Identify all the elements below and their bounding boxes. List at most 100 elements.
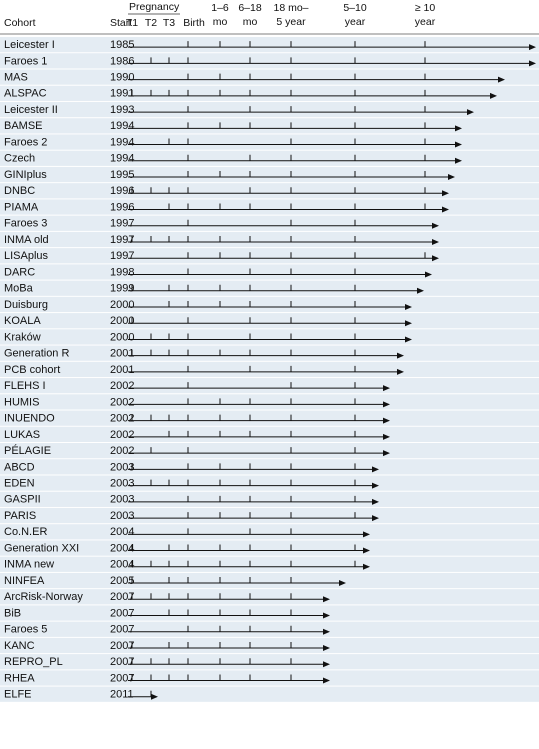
column-header: 6–18 xyxy=(238,2,262,14)
start-year: 1994 xyxy=(110,120,134,132)
arrowhead xyxy=(467,109,474,116)
row-band xyxy=(0,329,539,345)
column-header: T1 xyxy=(126,17,138,29)
arrowhead xyxy=(397,352,404,359)
arrowhead xyxy=(372,466,379,473)
row-band xyxy=(0,280,539,296)
start-year: 2002 xyxy=(110,396,134,408)
arrowhead xyxy=(323,645,330,651)
arrowhead xyxy=(383,417,390,424)
row-band xyxy=(0,491,539,507)
row-band xyxy=(0,53,539,69)
cohort-name: Leicester I xyxy=(4,39,55,51)
start-year: 2003 xyxy=(110,461,134,473)
arrowhead xyxy=(425,271,432,278)
row-band xyxy=(0,524,539,540)
start-year: 1997 xyxy=(110,218,134,230)
column-header: 18 mo– xyxy=(273,2,308,14)
cohort-name: Duisburg xyxy=(4,299,48,311)
cohort-name: MoBa xyxy=(4,283,34,295)
cohort-name: GINIplus xyxy=(4,169,47,181)
column-header: ≥ 10 xyxy=(415,2,436,14)
arrowhead xyxy=(363,531,370,538)
start-year: 1990 xyxy=(110,72,134,84)
arrowhead xyxy=(372,498,379,505)
row-band xyxy=(0,621,539,637)
row-band xyxy=(0,150,539,166)
arrowhead xyxy=(323,677,330,684)
header: Cohort Start Pregnancy T1 T2 T3 Birth 1–6 mo 6… xyxy=(0,1,539,35)
arrowhead xyxy=(448,174,455,181)
start-year: 2003 xyxy=(110,510,134,522)
row-band xyxy=(0,605,539,621)
arrowhead xyxy=(432,239,439,245)
row-band xyxy=(0,410,539,426)
cohort-name: Co.N.ER xyxy=(4,526,47,538)
arrowhead xyxy=(397,368,404,375)
cohort-name: DNBC xyxy=(4,185,35,197)
row-band xyxy=(0,313,539,329)
start-year: 2002 xyxy=(110,445,134,457)
cohort-name: ALSPAC xyxy=(4,88,47,100)
row-band xyxy=(0,540,539,556)
row-band xyxy=(0,378,539,394)
arrowhead xyxy=(323,628,330,635)
column-header: 1–6 xyxy=(211,2,229,14)
row-band xyxy=(0,183,539,199)
start-year: 2000 xyxy=(110,315,134,327)
arrowhead xyxy=(442,190,449,197)
row-band xyxy=(0,589,539,605)
cohort-name: LISAplus xyxy=(4,250,49,262)
row-band xyxy=(0,507,539,524)
column-header: mo xyxy=(213,16,228,28)
arrowhead xyxy=(432,222,439,229)
cohort-name: Faroes 5 xyxy=(4,624,47,636)
arrowhead xyxy=(455,141,462,148)
cohort-name: INMA old xyxy=(4,234,49,246)
cohort-name: KANC xyxy=(4,640,35,652)
row-band xyxy=(0,85,539,101)
start-year: 2007 xyxy=(110,640,134,652)
start-year: 2000 xyxy=(110,331,134,343)
column-header: 5–10 xyxy=(343,2,367,14)
arrowhead xyxy=(383,385,390,392)
row-band xyxy=(0,296,539,313)
cohort-name: Kraków xyxy=(4,331,41,343)
row-band xyxy=(0,345,539,361)
arrowhead xyxy=(363,563,370,570)
arrowhead xyxy=(372,482,379,489)
start-year: 2001 xyxy=(110,348,134,360)
start-year: 1996 xyxy=(110,201,134,213)
cohort-name: BAMSE xyxy=(4,120,43,132)
cohort-name: DARC xyxy=(4,266,35,278)
cohort-name: Generation XXI xyxy=(4,542,79,554)
row-band xyxy=(0,248,539,264)
start-year: 2011 xyxy=(110,689,134,701)
column-header: T2 xyxy=(145,17,157,29)
arrowhead xyxy=(363,547,370,554)
start-year: 2002 xyxy=(110,429,134,441)
row-band xyxy=(0,459,539,475)
cohort-name: HUMIS xyxy=(4,396,39,408)
cohort-name: Faroes 1 xyxy=(4,55,47,67)
start-year: 2002 xyxy=(110,380,134,392)
start-year: 2007 xyxy=(110,607,134,619)
arrowhead xyxy=(405,336,412,343)
row-band xyxy=(0,215,539,231)
pregnancy-header: Pregnancy xyxy=(129,1,180,13)
cohort-name: Faroes 2 xyxy=(4,136,47,148)
cohort-name: Faroes 3 xyxy=(4,218,47,230)
cohort-name: PIAMA xyxy=(4,201,39,213)
column-header: T3 xyxy=(163,17,175,29)
start-year: 1993 xyxy=(110,104,134,116)
start-year: 2002 xyxy=(110,413,134,425)
arrowhead xyxy=(529,44,536,51)
row-band xyxy=(0,475,539,491)
arrowhead xyxy=(417,287,424,294)
start-year: 2003 xyxy=(110,494,134,506)
arrowhead xyxy=(490,92,497,99)
cohort-name: ABCD xyxy=(4,461,35,473)
start-year: 2001 xyxy=(110,364,134,376)
arrowhead xyxy=(455,157,462,164)
cohort-name: BiB xyxy=(4,607,21,619)
